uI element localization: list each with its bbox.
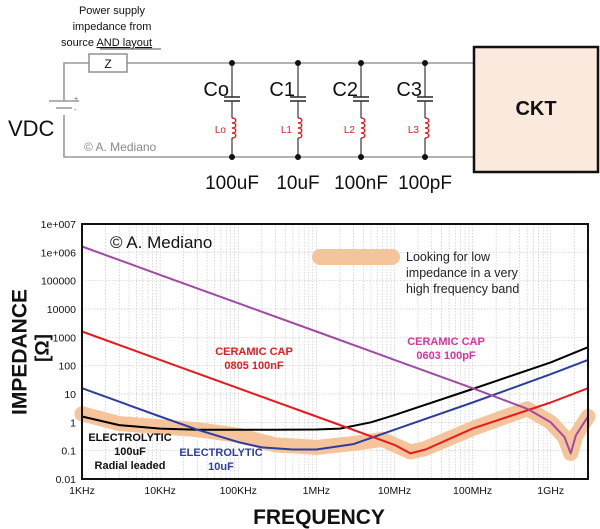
annotation-ceramic-100nF-line2: 0805 100nF: [224, 360, 284, 372]
y-axis-label: IMPEDANCE [Ω]: [8, 289, 53, 415]
y-tick-label: 1000: [53, 332, 77, 344]
junction-dot-top: [229, 60, 235, 66]
annotation-electrolytic-10uF-line2: 10uF: [208, 461, 234, 473]
minus-sign: -: [74, 107, 77, 114]
x-tick-label: 1GHz: [537, 485, 564, 497]
capacitor-branch-c2: C2 L2 100nF: [332, 60, 388, 194]
x-tick-label: 100KHz: [220, 485, 257, 497]
junction-dot-top: [422, 60, 428, 66]
supply-note-underlined: AND layout: [96, 37, 152, 49]
y-tick-label: 0.1: [61, 446, 76, 458]
schematic-copyright: © A. Mediano: [84, 140, 157, 154]
plus-sign: +: [74, 96, 78, 103]
y-axis-label-line1: IMPEDANCE: [8, 289, 31, 415]
x-axis-label: FREQUENCY: [253, 506, 385, 529]
x-tick-label: 1MHz: [303, 485, 330, 497]
y-tick-label: 10000: [47, 304, 76, 316]
series-line-3: [81, 245, 589, 455]
capacitor-branch-c3: C3 L3 100pF: [396, 60, 452, 194]
annotation-ceramic-100pF-line1: CERAMIC CAP: [407, 336, 485, 348]
capacitor-branches: Co Lo 100uF C1 L1 10uF C2 L2 100nF C3 L3 100pF: [203, 60, 452, 194]
x-tick-label: 1KHz: [69, 485, 95, 497]
annotation-electrolytic-10uF-line1: ELECTROLYTIC: [179, 447, 262, 459]
x-tick-label: 10MHz: [378, 485, 411, 497]
capacitor-name: C2: [332, 79, 358, 101]
inductor-name: L3: [408, 125, 420, 136]
annotation-electrolytic-100uF-line2: 100uF: [114, 446, 146, 458]
y-tick-label: 100: [58, 361, 76, 373]
y-tick-label: 0.01: [56, 474, 77, 486]
ckt-label: CKT: [515, 98, 556, 120]
x-tick-labels: 1KHz 10KHz 100KHz 1MHz 10MHz 100MHz 1GHz: [69, 485, 564, 497]
x-tick-label: 10KHz: [144, 485, 176, 497]
series-line-1: [81, 358, 589, 451]
plot-frame: [81, 223, 589, 480]
junction-dot-bottom: [295, 154, 301, 160]
inductor-coil-icon: [231, 117, 237, 139]
inductor-coil-icon: [360, 117, 366, 139]
legend-line-1: Looking for low: [406, 250, 491, 264]
legend-line-3: high frequency band: [406, 282, 519, 296]
capacitor-branch-co: Co Lo 100uF: [203, 60, 259, 194]
supply-note-line-2: impedance from: [73, 21, 152, 33]
y-tick-label: 1e+007: [41, 219, 76, 231]
vdc-label: VDC: [8, 116, 55, 141]
junction-dot-bottom: [422, 154, 428, 160]
series-line-2: [81, 330, 589, 455]
capacitor-name: Co: [203, 79, 229, 101]
annotation-electrolytic-100uF-line3: Radial leaded: [95, 460, 166, 472]
supply-note-source: source: [61, 37, 96, 49]
x-tick-label: 100MHz: [453, 485, 492, 497]
supply-note-line-1: Power supply: [79, 5, 146, 17]
inductor-coil-icon: [424, 117, 430, 139]
annotation-ceramic-100pF-line2: 0603 100pF: [416, 350, 476, 362]
capacitor-name: C3: [396, 79, 422, 101]
chart-watermark: © A. Mediano: [110, 233, 212, 252]
wire-bottom: [63, 115, 475, 158]
capacitor-value: 10uF: [276, 173, 319, 194]
impedance-z-box: [88, 53, 128, 73]
capacitor-value: 100pF: [398, 173, 452, 194]
capacitor-branch-c1: C1 L1 10uF: [269, 60, 320, 194]
ckt-load-box: [472, 45, 600, 174]
y-tick-label: 1: [70, 417, 76, 429]
chart-series: [81, 245, 589, 455]
inductor-name: L1: [281, 125, 293, 136]
y-tick-label: 100000: [41, 276, 76, 288]
y-axis-label-line2: [Ω]: [33, 334, 54, 362]
series-annotations: CERAMIC CAP 0805 100nF CERAMIC CAP 0603 …: [88, 336, 484, 473]
wire-top-left: [63, 62, 89, 101]
capacitor-value: 100uF: [205, 173, 259, 194]
legend-line-2: impedance in a very: [406, 266, 519, 280]
inductor-coil-icon: [297, 117, 303, 139]
schematic: Power supply impedance from source AND l…: [8, 5, 600, 194]
annotation-electrolytic-100uF-line1: ELECTROLYTIC: [88, 432, 171, 444]
inductor-name: L2: [344, 125, 356, 136]
impedance-z-label: Z: [104, 57, 111, 71]
y-tick-label: 1e+006: [41, 247, 76, 259]
annotation-ceramic-100nF-line1: CERAMIC CAP: [215, 346, 293, 358]
junction-dot-bottom: [229, 154, 235, 160]
junction-dot-top: [358, 60, 364, 66]
junction-dot-top: [295, 60, 301, 66]
capacitor-value: 100nF: [334, 173, 388, 194]
capacitor-name: C1: [269, 79, 295, 101]
inductor-name: Lo: [215, 125, 227, 136]
y-tick-labels: 0.01 0.1 1 10 100 1000 10000 100000 1e+006 1e+007: [41, 219, 77, 486]
supply-note-line-3: source AND layout: [61, 37, 152, 49]
y-tick-label: 10: [64, 389, 76, 401]
junction-dot-bottom: [358, 154, 364, 160]
